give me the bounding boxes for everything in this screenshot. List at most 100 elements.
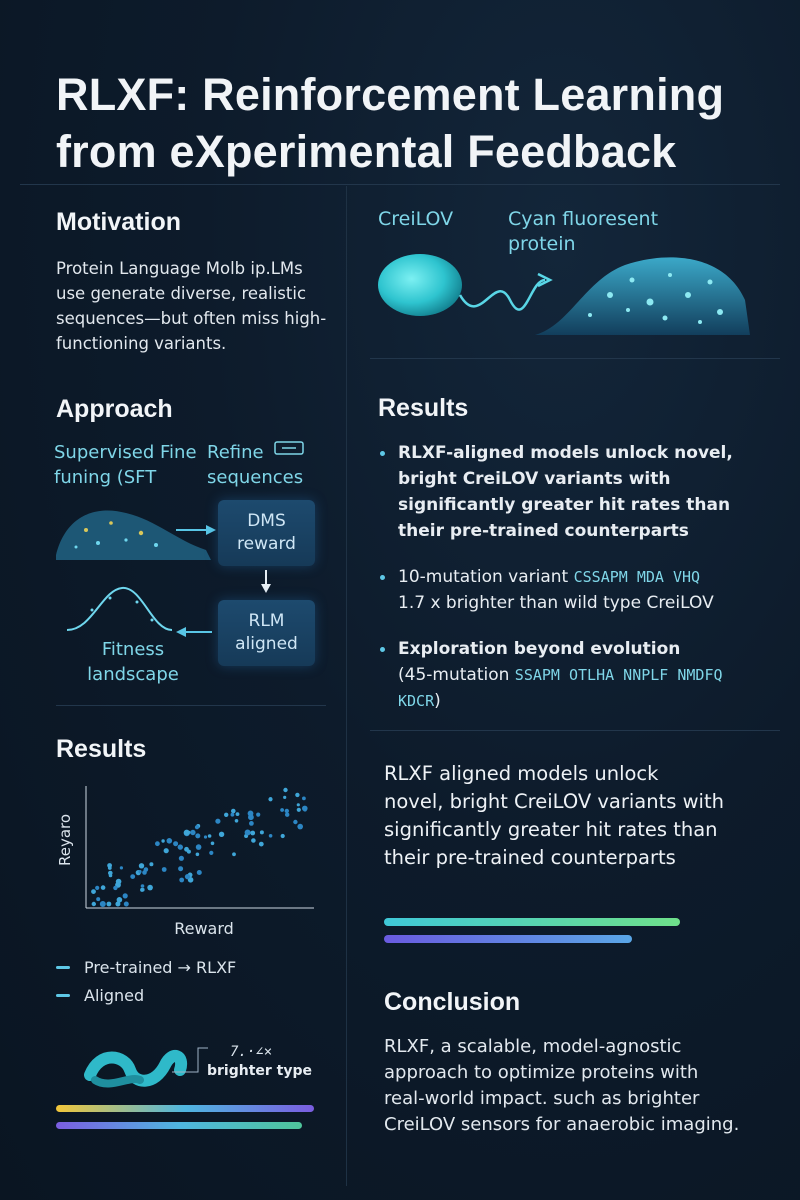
refine-label: Refine sequences: [207, 442, 304, 488]
scatter-point: [119, 866, 123, 870]
bullet-text-end: ): [434, 691, 441, 711]
scatter-point: [302, 796, 306, 801]
scatter-point: [184, 874, 191, 880]
fitness-curve-illustration: [66, 586, 212, 637]
scatter-point: [295, 792, 300, 798]
bullet-dot-icon: [380, 575, 385, 580]
scatter-point: [113, 885, 118, 891]
scatter-point: [210, 841, 215, 846]
approach-divider: [56, 705, 326, 706]
bullet-dot-icon: [380, 451, 385, 456]
scatter-point: [149, 862, 154, 867]
scatter-point: [179, 877, 185, 883]
refine-icon: [274, 441, 304, 455]
scatter-point: [122, 893, 128, 899]
bullet-dot-icon: [380, 647, 385, 652]
scatter-point: [183, 829, 190, 836]
scatter-point: [123, 901, 129, 907]
legend-item-aligned: Aligned: [56, 986, 144, 1005]
chart-y-label: Reyaro: [56, 814, 74, 866]
scatter-point: [258, 841, 264, 847]
annotation-text: brighter type: [207, 1063, 313, 1079]
scatter-point: [166, 838, 173, 844]
scatter-point: [138, 870, 142, 874]
results-divider: [370, 730, 780, 731]
gradient-bar-cool: [56, 1122, 302, 1129]
scatter-point: [256, 812, 261, 817]
legend-label: Aligned: [84, 986, 145, 1005]
rlm-aligned-box: RLM aligned: [218, 600, 315, 666]
results-bullet-list: RLXF-aligned models unlock novel, bright…: [380, 440, 760, 728]
scatter-point: [178, 855, 184, 861]
legend-swatch: [56, 994, 70, 997]
results-bullet-3: Exploration beyond evolution (45-mutatio…: [380, 636, 760, 714]
scatter-point: [190, 829, 196, 836]
scatter-point: [224, 812, 229, 817]
scatter-point: [296, 803, 300, 807]
sequence-code: CSSAPM MDA VHQ: [573, 568, 701, 586]
scatter-point: [203, 835, 208, 839]
bullet-text: 10-mutation variant: [398, 567, 574, 587]
protein-illustration: [378, 254, 750, 335]
sequence-code: SSAPM OTLHA NNPLF NMDFQ KDCR: [398, 666, 723, 710]
scatter-point: [195, 844, 202, 850]
scatter-point: [232, 852, 236, 857]
scatter-point: [173, 841, 179, 847]
results-bullet-1: RLXF-aligned models unlock novel, bright…: [380, 440, 760, 544]
conclusion-heading: Conclusion: [384, 988, 521, 1016]
scatter-point: [207, 834, 212, 838]
legend-label: Pre-trained → RLXF: [84, 958, 237, 977]
scatter-point: [296, 807, 301, 812]
summary-bar-purple: [384, 935, 632, 943]
scatter-point: [235, 812, 240, 816]
bullet-text-cont: (45-mutation: [398, 665, 515, 685]
protein-ribbon-icon: [84, 1050, 188, 1088]
creilov-label: CreiLOV: [378, 208, 454, 230]
scatter-point: [251, 838, 256, 843]
bullet-text-cont: 1.7 x brighter than wild type CreiLOV: [398, 593, 714, 613]
scatter-point: [248, 814, 254, 821]
scatter-point: [147, 884, 153, 891]
scatter-point: [284, 808, 289, 814]
scatter-point: [250, 830, 256, 836]
scatter-point: [184, 846, 189, 852]
scatter-point: [280, 808, 284, 812]
results-right-heading: Results: [378, 394, 469, 422]
down-arrow-icon: [261, 570, 271, 593]
cyan-protein-label: Cyan fluoresent protein: [508, 208, 659, 255]
scatter-point: [234, 819, 239, 823]
scatter-point: [143, 867, 149, 872]
scatter-point: [130, 874, 136, 879]
scatter-point: [231, 808, 236, 814]
scatter-point: [268, 797, 273, 802]
annotation-value: 7.·∠×: [230, 1044, 273, 1060]
scatter-point: [115, 878, 122, 885]
scatter-point: [268, 834, 273, 838]
scatter-point: [249, 821, 254, 826]
scatter-point: [209, 850, 214, 855]
scatter-point: [99, 901, 106, 907]
scatter-point: [115, 901, 121, 907]
motivation-heading: Motivation: [56, 208, 181, 236]
title-divider: [20, 184, 780, 185]
results-bullet-2: 10-mutation variant CSSAPM MDA VHQ 1.7 x…: [380, 564, 760, 616]
column-divider: [346, 186, 347, 1186]
dms-reward-label: DMS reward: [237, 511, 296, 554]
scatter-point: [100, 885, 106, 890]
scatter-point: [283, 795, 287, 799]
gradient-bar-warm: [56, 1105, 314, 1112]
scatter-point: [108, 873, 113, 878]
scatter-point: [195, 852, 200, 857]
motivation-text: Protein Language Molb ip.LMs use generat…: [56, 259, 327, 353]
scatter-point: [230, 812, 235, 817]
scatter-point: [303, 807, 307, 812]
scatter-point: [196, 870, 202, 875]
bullet-text: RLXF-aligned models unlock novel, bright…: [398, 443, 733, 541]
legend-swatch: [56, 966, 70, 969]
scatter-point: [285, 812, 290, 817]
scatter-point: [140, 887, 145, 892]
scatter-point: [91, 901, 96, 907]
summary-bar-green: [384, 918, 680, 926]
scatter-point: [283, 787, 288, 793]
scatter-point: [280, 833, 285, 839]
